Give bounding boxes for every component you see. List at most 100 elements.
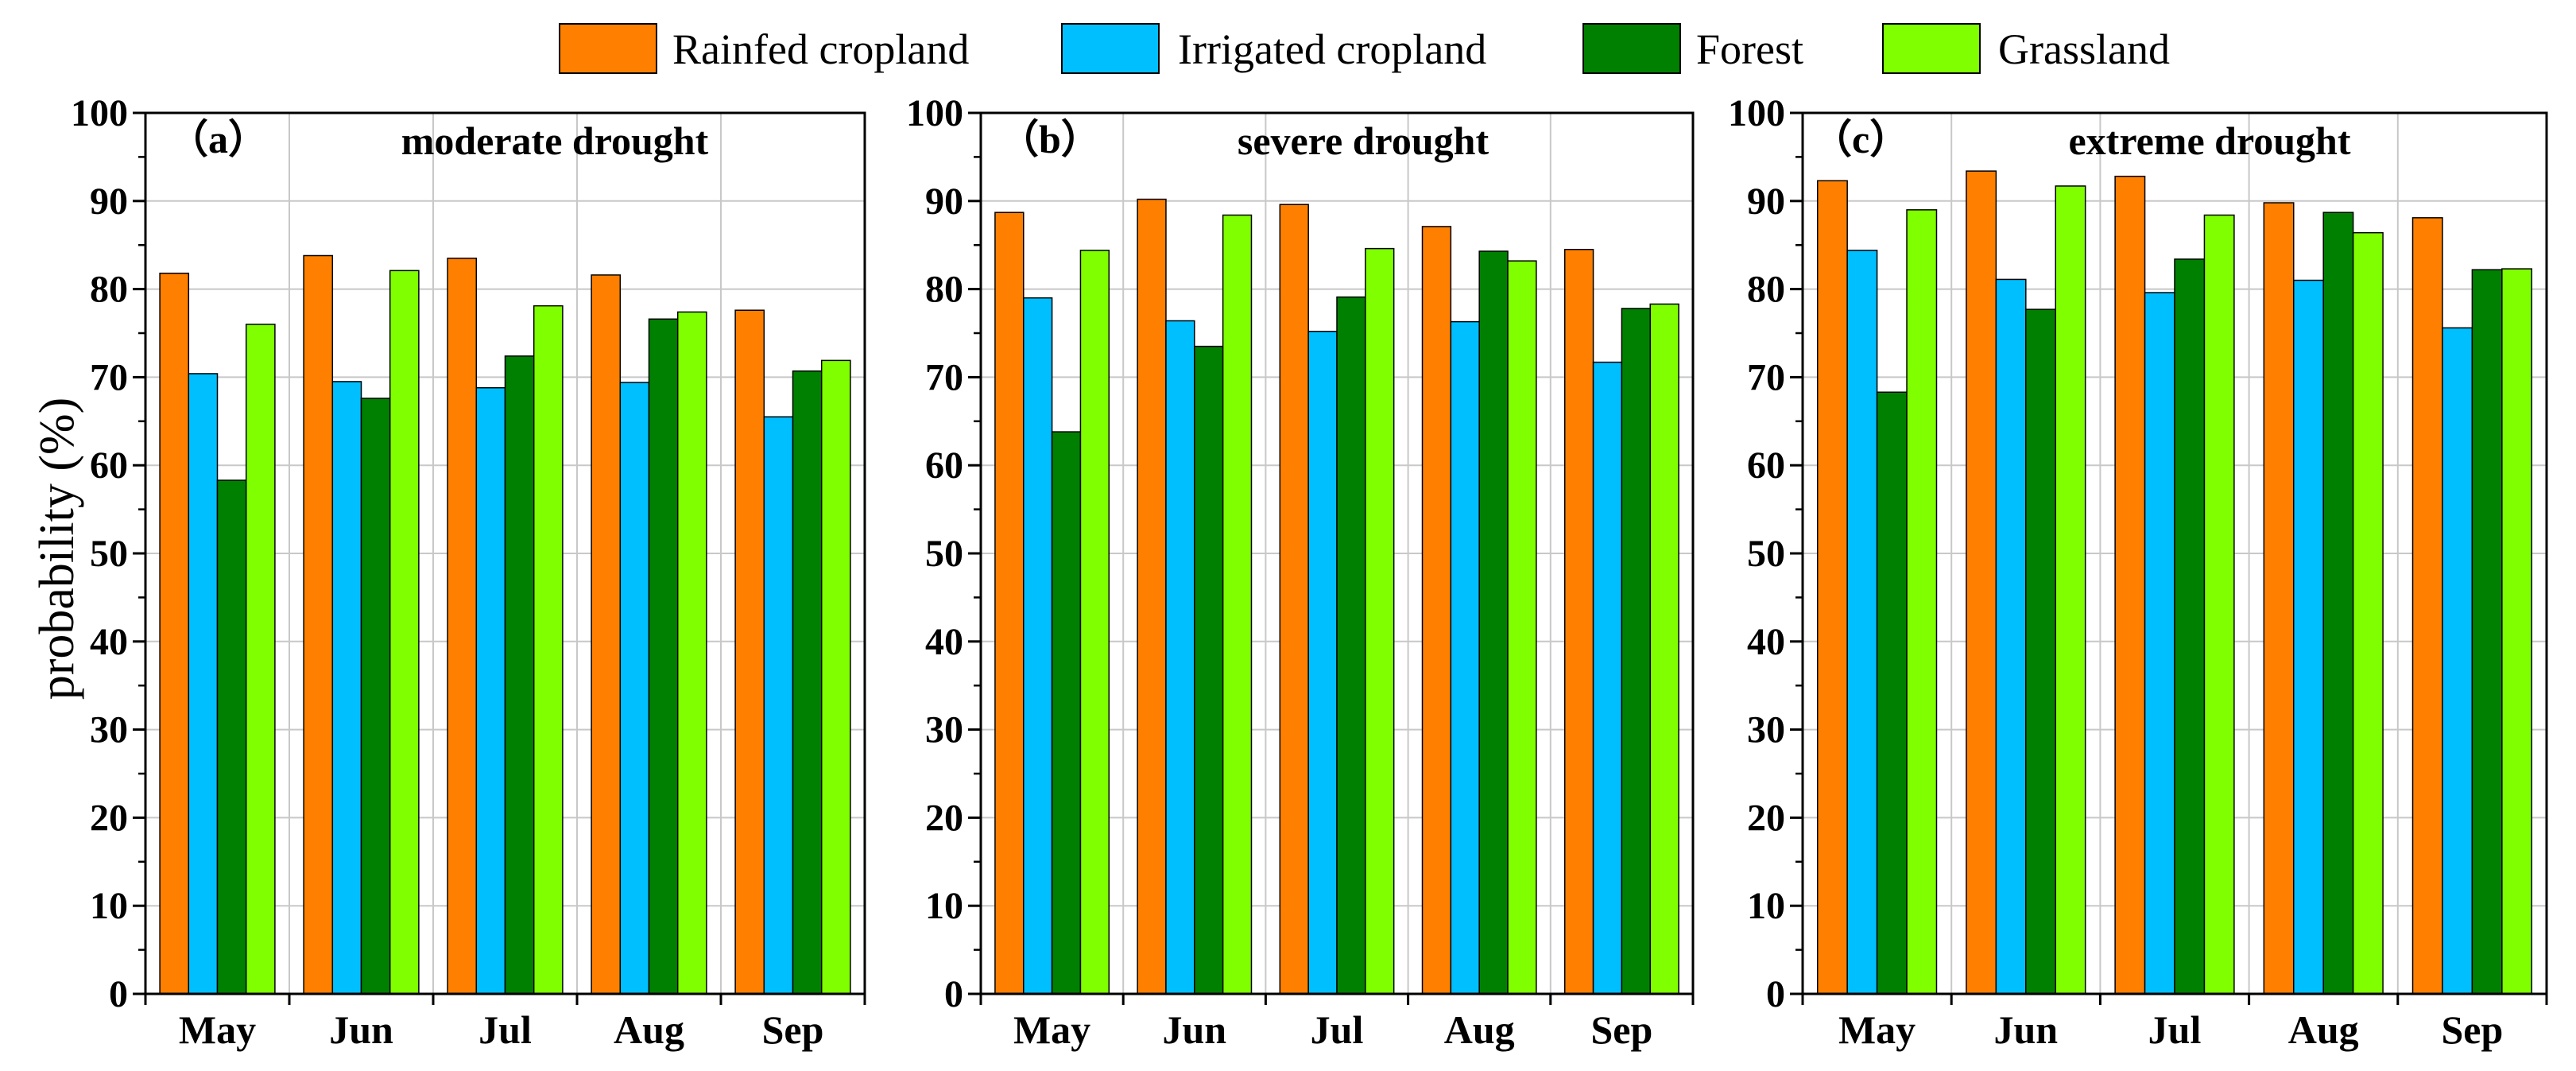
legend-item: Grassland <box>1882 23 2170 74</box>
x-tick-label: May <box>1013 1007 1090 1052</box>
bar <box>475 386 506 995</box>
y-tick-label: 70 <box>1747 356 1785 398</box>
bar <box>303 254 334 995</box>
panel-letter: （a） <box>169 117 268 161</box>
y-tick-label: 90 <box>90 180 128 223</box>
bar <box>1592 361 1623 995</box>
bar <box>1279 204 1309 995</box>
bar <box>648 318 679 995</box>
panel-letter: （b） <box>999 117 1101 161</box>
x-tick-label: Sep <box>2441 1007 2503 1052</box>
y-tick-label: 80 <box>1747 269 1785 311</box>
x-tick-label: Aug <box>614 1007 684 1052</box>
y-tick-label: 90 <box>925 180 963 223</box>
y-axis-label: probability (%) <box>30 398 84 700</box>
panel-title: extreme drought <box>2068 118 2350 163</box>
panel-title: severe drought <box>1238 118 1489 163</box>
bar <box>1137 198 1167 995</box>
bar <box>1966 170 1997 995</box>
bar <box>1222 214 1253 995</box>
panel: 0 10 20 30 40 50 60 70 80 90 100 May Jun Jul Aug Sep （a）… <box>71 92 866 1052</box>
y-tick-label: 20 <box>1747 797 1785 839</box>
bar <box>360 398 391 995</box>
bar <box>1621 308 1651 995</box>
x-tick-label: Sep <box>762 1007 824 1052</box>
bar <box>2174 258 2206 995</box>
bar <box>1421 226 1452 995</box>
bar <box>2293 279 2324 995</box>
legend-item: Rainfed cropland <box>559 23 969 74</box>
bar <box>2501 268 2533 995</box>
legend-swatch <box>1882 23 1981 74</box>
panel: 0 10 20 30 40 50 60 70 80 90 100 May Jun Jul Aug Sep （b）… <box>906 92 1695 1052</box>
bar <box>1307 331 1338 995</box>
bar <box>820 359 851 995</box>
bar <box>994 211 1025 995</box>
panel-letter: （c） <box>1812 117 1909 161</box>
x-tick-label: Aug <box>1444 1007 1515 1052</box>
bar <box>1876 391 1908 995</box>
legend-item: Forest <box>1582 23 1803 74</box>
y-tick-label: 90 <box>1747 180 1785 223</box>
bar <box>1051 431 1082 995</box>
x-tick-label: Jun <box>1993 1007 2058 1052</box>
bar <box>619 382 650 995</box>
x-tick-label: Aug <box>2288 1007 2359 1052</box>
bar <box>1563 248 1594 995</box>
y-tick-label: 50 <box>90 533 128 575</box>
y-tick-label: 20 <box>90 797 128 839</box>
legend-label: Forest <box>1696 25 1803 73</box>
y-tick-label: 70 <box>925 356 963 398</box>
x-tick-label: Sep <box>1590 1007 1652 1052</box>
y-tick-label: 20 <box>925 797 963 839</box>
bar <box>331 381 362 995</box>
bar <box>159 272 190 995</box>
bar <box>1194 345 1224 995</box>
legend: Rainfed cropland Irrigated cropland Forest… <box>559 23 2170 74</box>
bar <box>2411 217 2443 995</box>
bar <box>591 274 622 995</box>
bar <box>763 416 794 995</box>
legend-swatch <box>1582 23 1681 74</box>
legend-label: Grassland <box>1998 25 2170 73</box>
bar <box>2352 231 2384 995</box>
legend-label: Rainfed cropland <box>672 25 969 73</box>
bar <box>792 370 823 995</box>
y-tick-label: 10 <box>1747 885 1785 927</box>
bar <box>1450 320 1480 995</box>
x-tick-label: Jun <box>1162 1007 1226 1052</box>
x-tick-label: Jun <box>329 1007 393 1052</box>
bar <box>1906 209 1938 995</box>
bar <box>1995 278 2027 995</box>
x-tick-label: May <box>1838 1007 1916 1052</box>
bar <box>2442 327 2473 995</box>
bar <box>2055 185 2086 995</box>
y-tick-label: 10 <box>925 885 963 927</box>
y-tick-label: 60 <box>90 444 128 487</box>
y-tick-label: 80 <box>925 269 963 311</box>
bar <box>1507 260 1537 995</box>
y-tick-label: 80 <box>90 269 128 311</box>
y-tick-label: 10 <box>90 885 128 927</box>
y-tick-label: 40 <box>90 621 128 663</box>
bar <box>676 311 707 995</box>
bar <box>1816 180 1848 995</box>
legend-item: Irrigated cropland <box>1061 23 1486 74</box>
bar <box>1023 297 1053 995</box>
bar <box>2114 176 2146 995</box>
bar <box>447 258 478 995</box>
y-tick-label: 30 <box>1747 709 1785 751</box>
y-tick-label: 0 <box>109 973 128 1015</box>
bar <box>1079 250 1110 995</box>
bar <box>1165 320 1195 995</box>
y-tick-label: 50 <box>925 533 963 575</box>
bar <box>2203 214 2235 995</box>
bar <box>216 479 247 995</box>
y-tick-label: 60 <box>925 444 963 487</box>
y-tick-label: 0 <box>1766 973 1785 1015</box>
bar <box>1649 303 1679 995</box>
bar <box>1336 296 1366 995</box>
